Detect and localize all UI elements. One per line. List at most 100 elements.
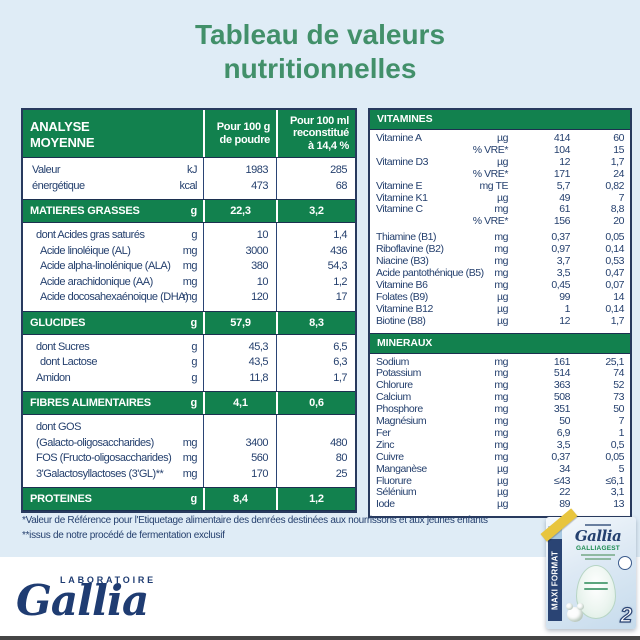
nutrient-row: dont Lactose g 43,5 6,3	[23, 355, 355, 371]
analysis-table-body: Valeur kJ 1983 285 énergétique kcal 473 68 MATIE…	[23, 158, 355, 511]
micronutrient-row: % VRE* 104 15	[370, 143, 630, 157]
value-per-100ml	[276, 420, 355, 436]
value-per-100g: 50	[559, 415, 570, 428]
value-per-100ml: 25	[335, 467, 348, 480]
page-title: Tableau de valeurs nutritionnelles	[0, 18, 640, 86]
micronutrient-row: Biotine (B8) µg 12 1,7	[370, 314, 630, 328]
value-per-100ml: 25,1	[605, 355, 624, 368]
micronutrient-unit: mg TE	[479, 179, 509, 192]
value-per-100g: 104	[553, 143, 571, 156]
micronutrient-label: Niacine (B3)	[376, 255, 429, 268]
nutrient-row: Acide linoléique (AL) mg 3000 436	[23, 244, 355, 260]
page-title-line1: Tableau de valeurs	[194, 19, 446, 50]
nutrient-label-cell: FIBRES ALIMENTAIRES g	[23, 392, 203, 414]
analysis-table-header: ANALYSE MOYENNE Pour 100 g de poudre Pou…	[23, 110, 355, 158]
value-per-100ml: 0,14	[605, 243, 624, 256]
value-per-100g: 43,5	[248, 356, 269, 368]
pack-side-strip: MAXI FORMAT	[548, 526, 562, 621]
micronutrient-row: Calcium mg 508 73	[370, 391, 630, 404]
value-per-100ml: 480	[330, 436, 347, 449]
micronutrient-unit: mg	[494, 367, 508, 380]
value-per-100g: 473	[251, 179, 268, 192]
micronutrient-unit: µg	[497, 132, 508, 144]
nutrient-unit: mg	[182, 260, 198, 272]
pack-subtext-bar	[585, 558, 611, 560]
micronutrient-row: Vitamine B6 mg 0,45 0,07	[370, 278, 630, 292]
micronutrient-label: Calcium	[376, 391, 411, 404]
value-per-100g: 156	[553, 215, 571, 228]
analysis-header-title: ANALYSE MOYENNE	[30, 119, 95, 150]
value-per-100ml: 285	[330, 164, 347, 176]
nutrient-row: énergétique kcal 473 68	[23, 179, 355, 195]
micronutrient-unit: % VRE*	[472, 167, 509, 180]
pack-box: MAXI FORMAT Gallia GALLIAGEST 2	[546, 517, 636, 629]
nutrient-label: dont GOS	[36, 421, 81, 433]
nutrient-row: dont GOS	[23, 420, 355, 436]
micronutrient-row: Zinc mg 3,5 0,5	[370, 438, 630, 452]
value-per-100g: 0,45	[551, 278, 570, 291]
micronutrient-unit: µg	[497, 498, 508, 511]
micronutrient-unit: mg	[494, 438, 508, 451]
value-per-100ml: 50	[613, 403, 624, 416]
micronutrient-label: Vitamine A	[376, 132, 422, 144]
nutrient-unit: mg	[182, 452, 198, 464]
micronutrient-label: Fer	[376, 426, 391, 439]
micronutrient-row: Iode µg 89 13	[370, 498, 630, 511]
vitamins-section-header: VITAMINES	[370, 110, 630, 130]
value-per-100ml: 8,8	[610, 203, 625, 216]
nutrient-row: Amidon g 11,8 1,7	[23, 371, 355, 387]
value-per-100g: 414	[553, 132, 571, 144]
micronutrient-row: Potassium mg 514 74	[370, 368, 630, 380]
nutrient-unit: kcal	[179, 179, 197, 192]
micronutrient-unit: mg	[494, 391, 508, 404]
micronutrient-row: Acide pantothénique (B5) mg 3,5 0,47	[370, 266, 630, 280]
nutrient-label-cell: Acide linoléique (AL) mg	[23, 244, 203, 260]
nutrient-label-cell: PROTEINES g	[23, 488, 203, 510]
micronutrient-label: Fluorure	[376, 474, 412, 487]
micronutrient-label: Acide pantothénique (B5)	[376, 266, 484, 279]
nutrient-section-row: GLUCIDES g 57,9 8,3	[23, 310, 355, 335]
nutrient-unit: mg	[182, 291, 198, 303]
nutrient-label: dont Lactose	[40, 356, 98, 368]
pack-gallia-wordmark: Gallia	[562, 524, 634, 545]
value-per-100ml: 15	[613, 143, 624, 156]
product-pack-image: MAXI FORMAT Gallia GALLIAGEST 2	[540, 508, 636, 629]
micronutrient-label: Vitamine E	[376, 179, 423, 192]
value-per-100g: 3400	[245, 436, 269, 449]
nutrient-label: PROTEINES	[30, 493, 92, 505]
micronutrient-label: Vitamine D3	[376, 155, 429, 168]
micronutrient-row: Sélénium µg 22 3,1	[370, 487, 630, 499]
nutrient-section-row: FIBRES ALIMENTAIRES g 4,1 0,6	[23, 391, 355, 415]
nutrient-label: énergétique	[32, 179, 85, 192]
micronutrient-unit: % VRE*	[472, 215, 509, 228]
nutrient-row: Acide alpha-linolénique (ALA) mg 380 54,3	[23, 259, 355, 275]
value-per-100ml: ≤6,1	[605, 474, 624, 487]
micronutrient-unit: mg	[494, 426, 508, 439]
value-per-100g: 4,1	[203, 392, 276, 414]
nutrient-label-cell: Amidon g	[23, 371, 203, 387]
nutrient-unit: mg	[182, 275, 198, 288]
value-per-100g: 12	[559, 314, 570, 327]
nutrient-label: Acide linoléique (AL)	[40, 244, 131, 257]
nutrient-row: Valeur kJ 1983 285	[23, 163, 355, 179]
value-per-100ml: 52	[613, 379, 624, 392]
nutrient-group: dont GOS (Galacto-oligosaccharides) mg 3400…	[23, 415, 355, 487]
value-per-100ml: 7	[618, 191, 625, 204]
value-per-100g: 3,5	[556, 438, 571, 451]
analysis-table: ANALYSE MOYENNE Pour 100 g de poudre Pou…	[21, 108, 357, 513]
micronutrient-unit: mg	[494, 379, 508, 392]
value-per-100ml: 3,2	[276, 200, 355, 222]
micronutrient-row: Phosphore mg 351 50	[370, 403, 630, 416]
micronutrient-row: % VRE* 171 24	[370, 167, 630, 181]
value-per-100ml: 8,3	[276, 311, 355, 334]
micronutrient-unit: mg	[494, 231, 508, 244]
page-title-line2: nutritionnelles	[223, 53, 417, 84]
micronutrient-row: Vitamine E mg TE 5,7 0,82	[370, 179, 630, 193]
micronutrient-unit: mg	[494, 203, 508, 216]
micronutrient-unit: mg	[494, 278, 508, 291]
value-per-100ml: 6,3	[333, 356, 347, 368]
value-per-100g: 380	[251, 260, 268, 272]
micronutrient-unit: µg	[497, 155, 508, 168]
nutrient-unit: g	[190, 316, 197, 329]
